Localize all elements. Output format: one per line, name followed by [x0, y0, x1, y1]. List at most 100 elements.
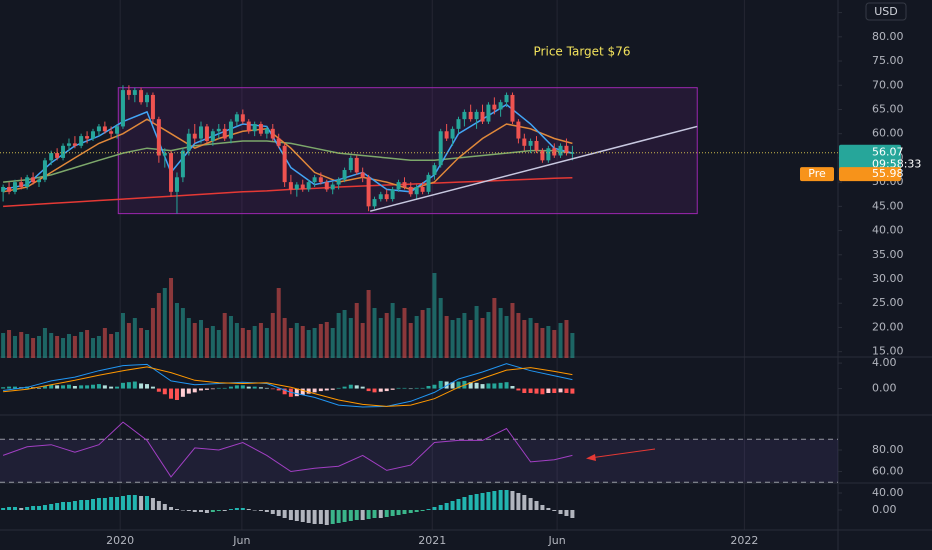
- volume-bar: [42, 328, 47, 358]
- volume-bar: [570, 333, 575, 358]
- histogram-bar: [438, 505, 443, 510]
- histogram-bar: [264, 510, 269, 512]
- histogram-bar: [300, 510, 305, 522]
- y-tick-label: 70.00: [872, 78, 904, 91]
- candle-body: [294, 184, 299, 190]
- volume-bar: [31, 338, 36, 358]
- histogram-bar: [1, 508, 6, 510]
- histogram-bar: [498, 382, 503, 389]
- histogram-bar: [420, 510, 425, 511]
- histogram-bar: [396, 510, 401, 515]
- y-tick-label: 40.00: [872, 486, 904, 499]
- candle-body: [61, 145, 66, 158]
- volume-bar: [246, 330, 251, 358]
- histogram-bar: [180, 388, 185, 397]
- volume-bar: [198, 320, 203, 358]
- histogram-bar: [120, 382, 125, 389]
- volume-bar: [210, 326, 215, 358]
- candle-body: [414, 186, 419, 195]
- candle-body: [139, 90, 144, 103]
- histogram-bar: [192, 388, 197, 393]
- candle-body: [162, 153, 167, 156]
- histogram-bar: [444, 503, 449, 510]
- histogram-bar: [55, 503, 60, 510]
- volume-bar: [312, 328, 317, 358]
- histogram-bar: [546, 508, 551, 510]
- histogram-bar: [109, 386, 114, 389]
- y-tick-label: 40.00: [872, 224, 904, 237]
- candle-body: [390, 189, 395, 200]
- volume-bar: [120, 313, 125, 358]
- volume-bar: [474, 306, 479, 358]
- histogram-bar: [198, 510, 203, 512]
- histogram-bar: [145, 384, 150, 389]
- histogram-bar: [462, 497, 467, 510]
- histogram-bar: [420, 387, 425, 389]
- candle-body: [336, 179, 341, 185]
- candle-body: [468, 111, 473, 120]
- volume-bar: [55, 336, 60, 358]
- histogram-bar: [354, 510, 359, 520]
- histogram-bar: [342, 386, 347, 389]
- candle-body: [558, 145, 563, 156]
- candle-body: [204, 126, 209, 141]
- histogram-bar: [456, 499, 461, 510]
- range-box: [117, 87, 698, 215]
- volume-bar: [516, 313, 521, 358]
- histogram-bar: [522, 388, 527, 393]
- histogram-bar: [96, 498, 101, 510]
- histogram-bar: [42, 386, 47, 389]
- histogram-bar: [79, 500, 84, 510]
- candle-body: [342, 170, 347, 180]
- histogram-bar: [378, 388, 383, 392]
- histogram-bar: [42, 505, 47, 510]
- candle-body: [150, 94, 155, 120]
- histogram-bar: [120, 496, 125, 510]
- histogram-bar: [336, 387, 341, 389]
- volume-bar: [132, 318, 137, 358]
- histogram-bar: [12, 386, 17, 389]
- candle-body: [384, 194, 389, 200]
- y-tick-label: 4.00: [872, 356, 897, 369]
- candle-body: [180, 150, 185, 178]
- premarket-tag: Pre: [808, 167, 826, 180]
- volume-bar: [528, 318, 533, 358]
- volume-bar: [558, 323, 563, 358]
- histogram-bar: [132, 495, 137, 510]
- candle-body: [498, 102, 503, 110]
- volume-bar: [276, 288, 281, 358]
- histogram-bar: [66, 384, 71, 389]
- histogram-bar: [564, 388, 569, 393]
- histogram-bar: [360, 510, 365, 520]
- candle-body: [66, 143, 71, 146]
- histogram-bar: [258, 510, 263, 511]
- volume-bar: [330, 328, 335, 358]
- histogram-bar: [7, 507, 12, 510]
- candle-body: [169, 153, 174, 192]
- candle-body: [282, 145, 287, 183]
- histogram-bar: [306, 510, 311, 523]
- histogram-bar: [246, 509, 251, 510]
- histogram-bar: [288, 510, 293, 520]
- histogram-bar: [126, 495, 131, 510]
- moving-average: [3, 140, 573, 183]
- volume-bar: [228, 316, 233, 358]
- histogram-bar: [366, 388, 371, 392]
- volume-bar: [288, 328, 293, 358]
- histogram-bar: [468, 382, 473, 389]
- histogram-bar: [264, 387, 269, 389]
- histogram-bar: [390, 388, 395, 390]
- volume-bar: [174, 303, 179, 358]
- volume-bar: [180, 308, 185, 358]
- histogram-bar: [492, 383, 497, 389]
- y-tick-label: 20.00: [872, 320, 904, 333]
- histogram-bar: [204, 388, 209, 390]
- histogram-bar: [156, 501, 161, 510]
- volume-bar: [306, 330, 311, 358]
- y-tick-label: 75.00: [872, 54, 904, 67]
- currency-button[interactable]: [865, 2, 907, 21]
- y-tick-label: 15.00: [872, 345, 904, 358]
- histogram-bar: [324, 388, 329, 391]
- histogram-bar: [240, 508, 245, 510]
